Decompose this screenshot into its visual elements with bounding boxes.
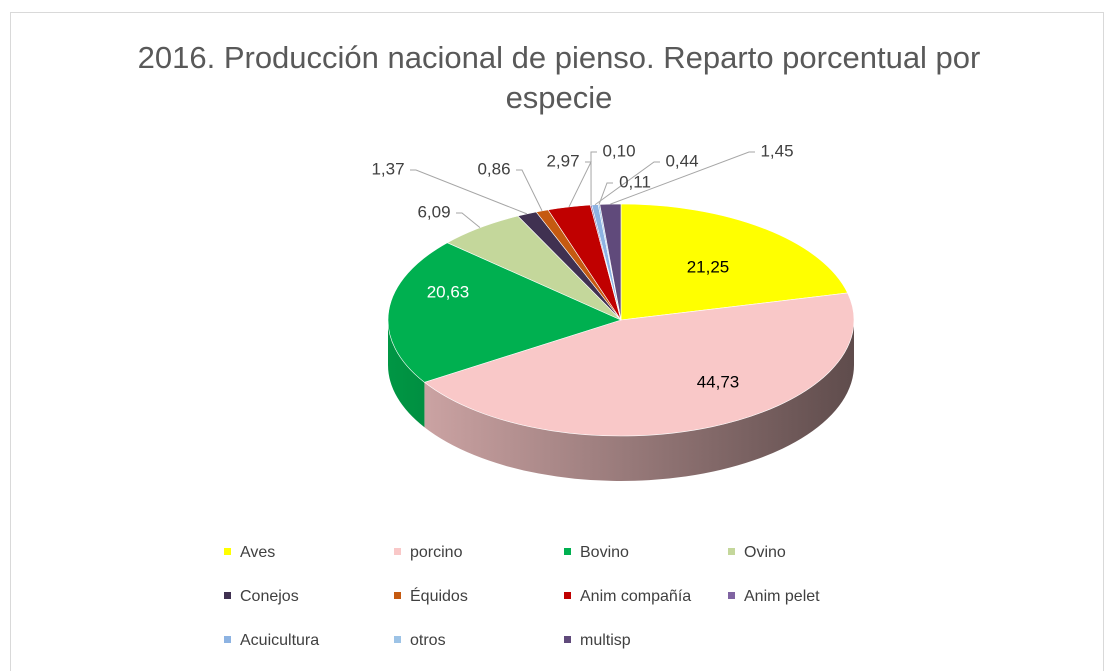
legend-label: Acuicultura <box>240 632 319 649</box>
data-label: 44,73 <box>697 372 740 391</box>
slice-side <box>388 320 425 428</box>
data-label: 1,45 <box>760 141 793 160</box>
chart-title: 2016. Producción nacional de pienso. Rep… <box>137 40 981 115</box>
data-label: 2,97 <box>546 151 579 170</box>
data-label: 21,25 <box>687 257 730 276</box>
legend-label: Ovino <box>744 544 786 561</box>
data-label: 6,09 <box>417 202 450 221</box>
legend-label: Aves <box>240 544 275 561</box>
data-label: 0,10 <box>602 141 635 160</box>
legend-marker <box>394 636 401 643</box>
legend-marker <box>394 592 401 599</box>
data-label: 0,11 <box>619 172 651 191</box>
slice <box>620 203 849 321</box>
legend-marker <box>728 548 735 555</box>
leader-line <box>456 212 481 229</box>
data-label: 20,63 <box>427 282 470 301</box>
slice-side <box>424 320 854 481</box>
legend-label: Conejos <box>240 588 299 605</box>
leader-line <box>594 161 660 206</box>
chart-border <box>10 12 1104 671</box>
legend-marker <box>394 548 401 555</box>
data-label: 0,86 <box>477 159 510 178</box>
leader-line <box>610 151 755 205</box>
leader-line <box>598 182 613 205</box>
leader-line <box>516 169 543 212</box>
legend-label: Bovino <box>580 544 629 561</box>
legend-label: multisp <box>580 632 631 649</box>
leader-line <box>590 151 597 205</box>
legend-marker <box>224 548 231 555</box>
legend-label: otros <box>410 632 446 649</box>
leader-line <box>410 169 528 215</box>
legend-marker <box>728 592 735 599</box>
legend-marker <box>564 548 571 555</box>
data-label: 0,44 <box>665 151 698 170</box>
legend-label: porcino <box>410 544 463 561</box>
data-label: 1,37 <box>371 159 404 178</box>
legend-marker <box>564 592 571 599</box>
legend-label: Anim pelet <box>744 588 820 605</box>
slice <box>423 292 855 437</box>
legend-label: Anim compañía <box>580 588 691 605</box>
legend-marker <box>224 636 231 643</box>
legend-marker <box>564 636 571 643</box>
legend-marker <box>224 592 231 599</box>
legend-label: Équidos <box>410 586 468 605</box>
slice <box>387 242 622 383</box>
